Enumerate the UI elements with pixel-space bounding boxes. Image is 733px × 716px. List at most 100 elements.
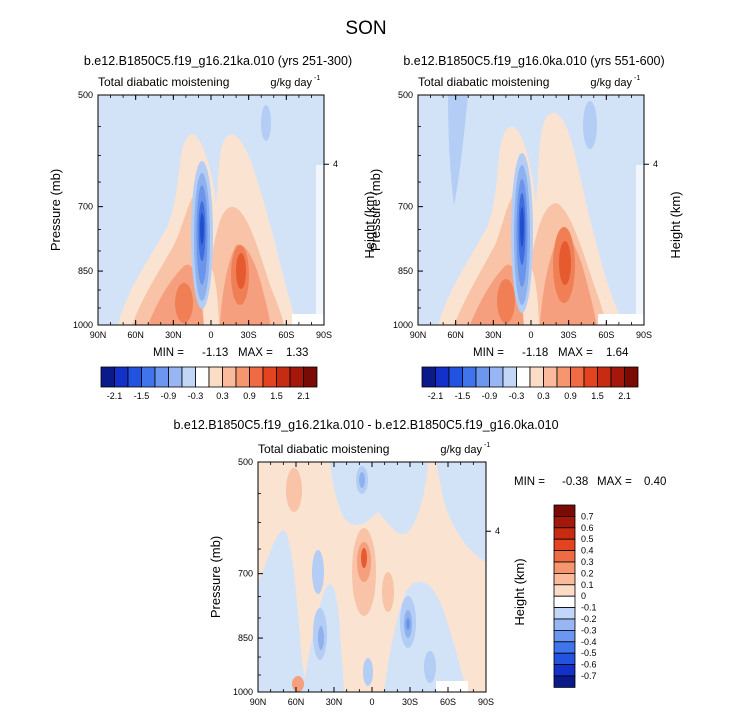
colorbar-box [100,366,115,388]
colorbar-box [553,630,576,643]
colorbar-box [553,607,576,620]
panel-3-units-exponent: -1 [484,442,490,449]
panel-3-min-value: -0.38 [562,476,588,488]
colorbar-label: -1.5 [455,391,471,401]
y-tick-label: 500 [78,90,93,100]
colorbar-box [570,366,585,388]
colorbar-label: 0.3 [537,391,550,401]
colorbar-label: -0.5 [581,648,597,658]
panel-3-title: b.e12.B1850C5.f19_g16.21ka.010 - b.e12.B… [173,418,558,432]
colorbar-box [114,366,129,388]
panel-1-contour-dry-core [200,213,204,245]
panel-1-contour-blue-patch [261,105,271,141]
colorbar-box [553,584,576,597]
x-tick-label: 90N [90,330,107,340]
colorbar-box [543,366,558,388]
panel-1-contour-red-sh [236,253,246,289]
y2-tick-label: 4 [495,526,500,536]
panel-1-units: g/kg day [270,77,312,89]
colorbar-box [553,538,576,552]
panel-1-high-lat-blank [316,165,324,314]
colorbar-box [154,366,169,388]
panel-3-contour-neg-nh-1 [258,530,308,692]
colorbar-label: -0.2 [581,614,597,624]
panel-2-topography-mask [598,314,644,325]
panel-3-contour-neg-upper [330,462,428,534]
panel-1-units-exponent: -1 [314,75,320,82]
colorbar-label: -0.6 [581,660,597,670]
colorbar-label: 0 [581,591,586,601]
panel-1: b.e12.B1850C5.f19_g16.21ka.010 (yrs 251-… [48,54,377,359]
colorbar-box [475,366,490,388]
colorbar-label: -0.3 [188,391,204,401]
panel-1-min-value: -1.13 [202,347,228,359]
panel-3-contour-neg-sh-upper [436,462,486,562]
colorbar-box [489,366,504,388]
colorbar-box [529,366,544,388]
colorbar-label: -2.1 [428,391,444,401]
colorbar-label: 0.1 [581,580,594,590]
panel-1-plot-area [97,94,325,326]
colorbar-label: 0.6 [581,523,594,533]
colorbar-label: 0.4 [581,546,594,556]
panel-1-y-ticks: 500 700 850 1000 4 [73,90,338,330]
panel-1-x-ticks: 90N 60N 30N 0 30S 60S 90S [90,95,332,340]
colorbar-label: -0.3 [581,625,597,635]
colorbar-box [127,366,142,388]
panel-2-min-value: -1.18 [522,347,548,359]
colorbar-box [502,366,517,388]
y-tick-label: 850 [398,266,413,276]
panel-2-ylabel: Pressure (mb) [368,169,383,251]
y2-tick-label: 4 [333,159,338,169]
panel-2-min-label: MIN = [473,347,504,359]
x-tick-label: 30N [165,330,182,340]
panel-3-left-string: Total diabatic moistening [258,442,389,456]
colorbar-label: -0.9 [161,391,177,401]
x-tick-label: 30S [402,697,418,707]
panel-3-y2label: Height (km) [512,558,527,625]
colorbar-box [556,366,571,388]
panel-3-plot-area [257,461,487,693]
panel-3-max-label: MAX = [597,476,632,488]
x-tick-label: 0 [369,697,374,707]
panel-1-topography-mask [292,314,324,325]
colorbar-box [289,366,304,388]
colorbar-box [553,504,576,517]
x-tick-label: 60N [127,330,144,340]
x-tick-label: 30S [241,330,257,340]
colorbar-box [553,675,576,688]
panel-2-plot-area [417,94,645,326]
colorbar-box [235,366,250,388]
colorbar-panel-1: -2.1 -1.5 -0.9 -0.3 0.3 0.9 1.5 2.1 [100,366,318,401]
y-tick-label: 1000 [233,687,253,697]
colorbar-box [222,366,237,388]
colorbar-box [553,561,576,574]
panel-1-ylabel: Pressure (mb) [48,169,63,251]
colorbar-label: 1.5 [591,391,604,401]
panel-1-max-label: MAX = [238,347,273,359]
colorbar-box [553,515,576,529]
y-tick-label: 700 [238,569,253,579]
x-tick-label: 60S [598,330,614,340]
y-tick-label: 1000 [393,320,413,330]
colorbar-box [553,573,576,586]
colorbar-label: 2.1 [618,391,631,401]
panel-2-x-ticks: 90N 60N 30N 0 30S 60S 90S [410,95,652,340]
colorbar-label: -0.9 [482,391,498,401]
panel-1-min-label: MIN = [153,347,184,359]
panel-2-contour-orange-nh [497,279,515,323]
y2-tick-label: 4 [653,159,658,169]
panel-2-units-exponent: -1 [634,75,640,82]
colorbar-label: -0.7 [581,671,597,681]
panel-2-max-value: 1.64 [606,347,629,359]
panel-3-contour-blue-sh-core [406,618,410,630]
x-tick-label: 30N [485,330,502,340]
panel-3-contour-pos-4 [292,676,304,692]
panel-3-contour-blue-nh-a [312,550,324,594]
colorbar-box [262,366,277,388]
panel-1-y2label: Height (km) [362,191,377,258]
colorbar-box [462,366,477,388]
panel-2-contour-red-sh [559,241,571,285]
colorbar-label: -2.1 [107,391,123,401]
